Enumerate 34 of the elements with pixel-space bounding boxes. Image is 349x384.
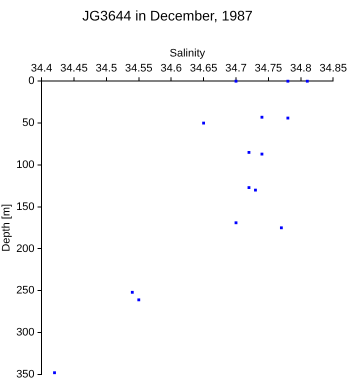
y-tick-label: 200 <box>16 242 35 255</box>
point <box>260 152 264 156</box>
x-tick-label: 34.65 <box>190 62 218 75</box>
x-tick-label: 34.8 <box>290 62 312 75</box>
point <box>260 116 264 119</box>
y-axis-title: Depth [m] <box>0 204 13 252</box>
y-tick-label: 0 <box>28 75 35 88</box>
point <box>248 186 250 190</box>
x-tick-label: 34.7 <box>225 62 247 75</box>
x-axis-title: Salinity <box>170 47 206 60</box>
point <box>234 221 238 224</box>
point <box>248 150 250 154</box>
x-tick-label: 34.55 <box>125 62 153 75</box>
point <box>53 371 56 374</box>
x-tick-label: 34.4 <box>30 62 52 75</box>
y-tick-label: 300 <box>16 326 35 339</box>
point <box>202 122 206 124</box>
x-tick-label: 34.45 <box>60 62 88 75</box>
y-tick-label: 50 <box>22 117 35 130</box>
y-tick-label: 250 <box>16 284 35 297</box>
y-tick-label: 150 <box>16 200 35 213</box>
point <box>280 226 283 230</box>
x-tick-label: 34.75 <box>254 62 282 75</box>
point <box>286 80 290 83</box>
x-tick-label: 34.6 <box>160 62 182 75</box>
x-tick-label: 34.5 <box>96 62 118 75</box>
y-tick-label: 350 <box>16 368 35 380</box>
y-tick-label: 100 <box>16 159 35 172</box>
point <box>286 116 290 120</box>
point <box>234 80 238 83</box>
point <box>137 298 140 302</box>
point <box>254 188 257 192</box>
chart-title: JG3644 in December, 1987 <box>82 7 253 24</box>
x-tick-label: 34.85 <box>319 62 347 75</box>
